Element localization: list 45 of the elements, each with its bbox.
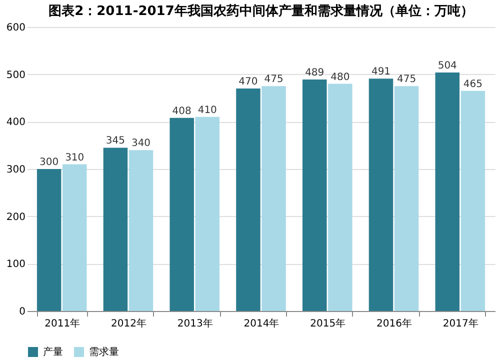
legend-label: 产量 <box>43 346 63 358</box>
data-label: 340 <box>131 138 151 150</box>
data-label: 491 <box>371 66 391 78</box>
x-tick-label: 2014年 <box>244 318 280 330</box>
bar <box>170 118 194 311</box>
data-label: 489 <box>305 68 324 79</box>
chart-title: 图表2：2011-2017年我国农药中间体产量和需求量情况（单位：万吨） <box>48 3 474 19</box>
data-label: 470 <box>238 76 258 88</box>
bar <box>103 148 128 311</box>
x-tick-label: 2017年 <box>442 318 478 330</box>
data-label: 300 <box>40 157 59 168</box>
bar <box>368 78 394 311</box>
bar <box>262 86 286 311</box>
y-tick-label: 400 <box>6 117 26 128</box>
bar <box>195 116 220 311</box>
bar <box>302 80 327 311</box>
x-tick-label: 2011年 <box>44 318 80 330</box>
data-label: 475 <box>264 74 284 86</box>
data-label: 465 <box>463 78 482 90</box>
bar <box>460 90 486 311</box>
bar <box>236 88 260 311</box>
y-tick-label: 200 <box>6 212 26 223</box>
y-tick-label: 500 <box>6 70 26 81</box>
bar <box>62 164 87 311</box>
y-tick-label: 100 <box>6 259 26 270</box>
x-tick-label: 2013年 <box>177 318 213 330</box>
data-label: 480 <box>330 72 350 83</box>
data-label: 310 <box>65 152 84 164</box>
data-label: 475 <box>396 74 416 86</box>
legend-label: 需求量 <box>89 346 119 358</box>
x-tick-label: 2015年 <box>310 318 346 330</box>
y-tick-label: 600 <box>6 22 26 34</box>
bar <box>394 86 419 311</box>
bar <box>435 72 460 311</box>
data-label: 408 <box>172 106 192 117</box>
y-tick-label: 300 <box>6 164 26 176</box>
data-label: 410 <box>198 104 217 116</box>
bar <box>36 169 62 311</box>
x-tick-label: 2012年 <box>111 318 146 330</box>
bar <box>128 150 154 311</box>
data-label: 504 <box>438 60 457 72</box>
x-tick-label: 2016年 <box>376 318 412 330</box>
y-tick-label: 0 <box>19 306 26 318</box>
data-label: 345 <box>106 136 126 147</box>
bar <box>328 84 352 311</box>
